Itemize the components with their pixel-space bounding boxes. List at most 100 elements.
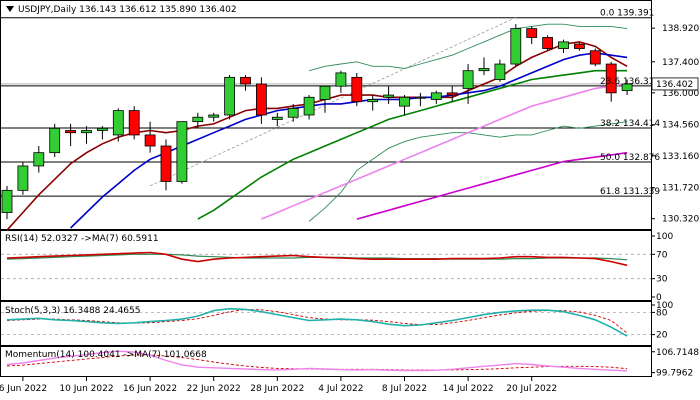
candle-5 bbox=[81, 126, 92, 144]
bullish-candle-body bbox=[383, 94, 395, 98]
candle-18 bbox=[287, 103, 299, 122]
momentum-tick-label-1: 99.7962 bbox=[656, 369, 693, 379]
candle-3 bbox=[49, 123, 61, 158]
candle-0 bbox=[1, 185, 13, 220]
bullish-candle-body bbox=[494, 63, 506, 80]
price-tick-label-0: 138.920 bbox=[662, 24, 699, 34]
rsi-series: 100 70 30 0 bbox=[1, 232, 673, 303]
bearish-candle-body bbox=[255, 83, 267, 116]
bullish-candle-body bbox=[367, 99, 379, 103]
stoch-k-line bbox=[6, 307, 628, 337]
candle-33 bbox=[526, 26, 538, 45]
bullish-candle-body bbox=[335, 72, 347, 87]
bearish-candle-body bbox=[351, 76, 363, 103]
candle-24 bbox=[383, 86, 395, 104]
candle-9 bbox=[144, 121, 156, 153]
bearish-candle-body bbox=[605, 63, 617, 94]
price-tick-label-3: 134.560 bbox=[662, 121, 699, 131]
bullish-candle-body bbox=[176, 121, 188, 182]
stoch-d-line bbox=[6, 308, 628, 334]
x-axis: 6 Jun 2022 10 Jun 2022 16 Jun 2022 22 Jun 2… bbox=[0, 377, 557, 394]
bearish-candle-body bbox=[160, 145, 172, 182]
bullish-candle-body bbox=[462, 70, 474, 89]
fib-label-2: 38.2 134.414 bbox=[600, 119, 660, 129]
bullish-candle-body bbox=[621, 83, 633, 92]
fib-label-4: 61.8 131.339 bbox=[600, 187, 660, 197]
bullish-candle-body bbox=[224, 76, 236, 116]
rsi-tick-label-1: 70 bbox=[656, 250, 668, 260]
bullish-candle-body bbox=[303, 96, 315, 116]
moving-average-line-2 bbox=[197, 69, 628, 220]
candle-13 bbox=[208, 112, 220, 122]
bullish-candle-body bbox=[414, 96, 426, 99]
bearish-candle-body bbox=[446, 92, 458, 96]
candle-16 bbox=[255, 77, 267, 124]
candle-6 bbox=[97, 126, 108, 140]
candle-25 bbox=[399, 95, 410, 115]
bearish-candle-body bbox=[526, 28, 538, 38]
price-tick-label-1: 137.400 bbox=[662, 58, 699, 68]
x-tick-label-2: 16 Jun 2022 bbox=[123, 384, 177, 394]
rsi-tick-label-2: 30 bbox=[656, 275, 668, 285]
fib-label-3: 50.0 132.876 bbox=[600, 153, 660, 163]
bearish-candle-body bbox=[240, 76, 251, 85]
bullish-candle-body bbox=[112, 110, 124, 136]
candle-7 bbox=[112, 108, 124, 142]
bullish-candle-body bbox=[33, 152, 45, 167]
stoch-tick-label-1: 80 bbox=[656, 308, 668, 318]
bullish-candle-body bbox=[287, 107, 299, 118]
candle-28 bbox=[446, 86, 458, 102]
candle-26 bbox=[414, 92, 426, 107]
price-axis: 138.920 137.400 136.000 134.560 133.160 131.7… bbox=[651, 24, 699, 225]
rsi-line bbox=[6, 251, 628, 267]
momentum-series: 106.7148 99.7962 bbox=[6, 348, 699, 379]
bullish-candle-body bbox=[478, 68, 490, 72]
rsi-tick-label-0: 100 bbox=[656, 232, 673, 242]
bullish-candle-body bbox=[97, 127, 108, 131]
x-tick-label-3: 22 Jun 2022 bbox=[187, 384, 241, 394]
candle-30 bbox=[478, 57, 490, 76]
bullish-candle-body bbox=[558, 41, 569, 49]
stoch-tick-label-2: 20 bbox=[656, 331, 668, 341]
x-tick-label-8: 20 Jul 2022 bbox=[506, 384, 557, 394]
bearish-candle-body bbox=[589, 50, 601, 65]
bearish-candle-body bbox=[128, 110, 140, 136]
candle-34 bbox=[542, 35, 553, 51]
x-tick-label-5: 4 Jul 2022 bbox=[318, 384, 363, 394]
bullish-candle-body bbox=[208, 114, 220, 118]
bearish-candle-body bbox=[574, 43, 585, 49]
chevron-down-icon[interactable] bbox=[6, 6, 14, 12]
x-tick-label-0: 6 Jun 2022 bbox=[0, 384, 47, 394]
current-price-badge bbox=[651, 77, 699, 91]
candle-39 bbox=[621, 79, 633, 96]
candle-38 bbox=[605, 61, 617, 102]
stoch-tick-label-0: 100 bbox=[656, 301, 673, 311]
x-tick-label-7: 14 Jul 2022 bbox=[443, 384, 494, 394]
current-price-label: 136.402 bbox=[656, 80, 693, 90]
rsi-tick-label-3: 0 bbox=[656, 293, 662, 303]
candle-36 bbox=[574, 41, 585, 51]
candle-19 bbox=[303, 95, 315, 120]
price-tick-label-5: 131.720 bbox=[662, 184, 699, 194]
price-tick-label-2: 136.000 bbox=[662, 89, 699, 99]
candle-8 bbox=[128, 106, 140, 140]
candle-20 bbox=[319, 85, 331, 113]
moving-average-line-3 bbox=[261, 83, 628, 220]
x-tick-label-6: 8 Jul 2022 bbox=[382, 384, 427, 394]
bullish-candle-body bbox=[1, 189, 13, 213]
bearish-candle-body bbox=[144, 134, 156, 147]
momentum-label: Momentum(14) 100.4041 ->MA(7) 101.0668 bbox=[5, 350, 207, 360]
candle-14 bbox=[224, 75, 236, 120]
rsi-panel bbox=[0, 230, 652, 301]
bullish-candle-body bbox=[399, 96, 410, 107]
candle-1 bbox=[17, 161, 29, 195]
bearish-candle-body bbox=[542, 37, 553, 49]
x-tick-label-1: 10 Jun 2022 bbox=[59, 384, 113, 394]
candle-4 bbox=[65, 123, 76, 147]
candle-2 bbox=[33, 146, 45, 173]
bollinger-upper-line bbox=[308, 23, 628, 72]
price-tick-label-6: 130.320 bbox=[662, 215, 699, 225]
bullish-candle-body bbox=[319, 85, 331, 100]
